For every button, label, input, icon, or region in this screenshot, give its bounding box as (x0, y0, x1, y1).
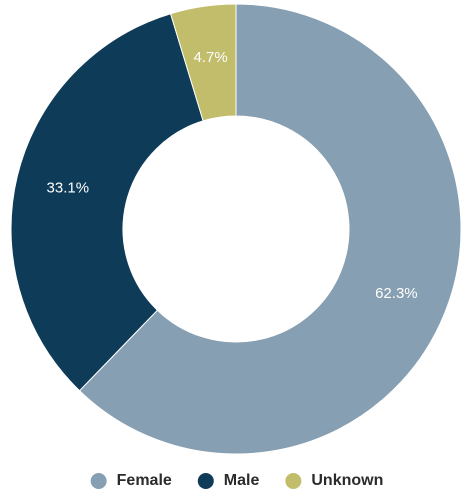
legend-item-unknown: Unknown (285, 472, 383, 489)
legend: Female Male Unknown (90, 472, 383, 489)
legend-label-male: Male (224, 472, 260, 489)
legend-marker-female (90, 473, 107, 489)
slice-unknown (169, 3, 237, 122)
legend-label-female: Female (117, 472, 172, 489)
slice-label-unknown: 4.7% (193, 49, 227, 66)
donut-slices (10, 3, 462, 455)
slice-male (10, 13, 204, 392)
slice-label-male: 33.1% (47, 179, 90, 196)
legend-label-unknown: Unknown (311, 472, 383, 489)
slice-labels: 62.3% 33.1% 4.7% (47, 49, 418, 302)
legend-marker-unknown (285, 473, 302, 489)
slice-female (78, 3, 462, 455)
legend-item-female: Female (90, 472, 172, 489)
slice-label-female: 62.3% (375, 285, 418, 302)
legend-item-male: Male (197, 472, 260, 489)
legend-marker-male (197, 473, 214, 489)
